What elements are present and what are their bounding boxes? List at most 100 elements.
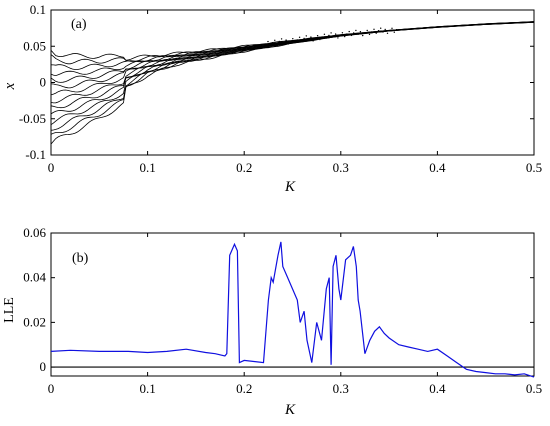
panel-a-point bbox=[316, 35, 319, 37]
panel-b-x-tick-label: 0.1 bbox=[139, 381, 155, 396]
panel-a-point bbox=[384, 28, 386, 31]
panel-a-point bbox=[280, 38, 283, 40]
panel-a-point bbox=[301, 40, 303, 42]
panel-a-point bbox=[348, 30, 350, 33]
panel-a: 0 0.1 0.2 0.3 0.4 0.5 -0.1 -0.05 0 0.05 0.1 (a) K… bbox=[2, 2, 542, 195]
panel-a-point bbox=[344, 35, 346, 38]
panel-a-x-tick-label: 0.3 bbox=[333, 160, 349, 175]
panel-a-point bbox=[292, 38, 294, 40]
panel-b-lle-series bbox=[50, 241, 535, 378]
panel-a-point bbox=[330, 32, 332, 34]
panel-a-point bbox=[337, 37, 339, 39]
panel-a-point bbox=[278, 40, 280, 43]
panel-a-point bbox=[310, 36, 312, 38]
panel-a-point bbox=[350, 34, 353, 37]
panel-a-point bbox=[368, 33, 371, 36]
panel-a-x-tick-label: 0.2 bbox=[236, 160, 252, 175]
panel-a-point bbox=[393, 31, 395, 33]
panel-b-y-ticks: 0 0.02 0.04 0.06 bbox=[23, 225, 534, 374]
panel-b-y-tick-label: 0.02 bbox=[23, 314, 46, 329]
panel-a-point bbox=[353, 32, 355, 34]
panel-a-point bbox=[285, 39, 287, 41]
panel-a-ylabel: x bbox=[2, 82, 18, 90]
panel-b-plot-area bbox=[50, 232, 535, 377]
panel-a-trajectory bbox=[50, 21, 535, 109]
panel-a-x-ticks: 0 0.1 0.2 0.3 0.4 0.5 bbox=[48, 10, 542, 175]
panel-a-point bbox=[325, 37, 328, 39]
panel-a-trajectory bbox=[50, 21, 535, 126]
panel-a-plot-area bbox=[50, 9, 535, 156]
panel-a-x-tick-label: 0.5 bbox=[526, 160, 542, 175]
panel-a-point bbox=[395, 29, 398, 31]
panel-a-trajectory bbox=[50, 21, 535, 61]
panel-a-point bbox=[341, 32, 344, 34]
panel-a-point bbox=[359, 31, 362, 33]
panel-a-y-ticks: -0.1 -0.05 0 0.05 0.1 bbox=[19, 2, 534, 162]
panel-a-point bbox=[328, 34, 330, 37]
panel-a-point bbox=[269, 44, 271, 47]
panel-a-point bbox=[303, 37, 305, 40]
panel-b-x-tick-label: 0 bbox=[48, 381, 55, 396]
panel-b-x-tick-label: 0.3 bbox=[333, 381, 349, 396]
panel-a-y-tick-label: 0.1 bbox=[30, 2, 46, 17]
panel-a-point bbox=[357, 33, 359, 35]
panel-a-point bbox=[391, 27, 393, 29]
panel-a-trajectory bbox=[50, 21, 535, 77]
panel-a-point bbox=[332, 36, 335, 38]
panel-b-y-tick-label: 0.04 bbox=[23, 270, 46, 285]
panel-b-x-tick-label: 0.5 bbox=[526, 381, 542, 396]
panel-a-point bbox=[305, 35, 307, 37]
panel-a-point bbox=[265, 43, 267, 45]
panel-a-point bbox=[377, 30, 380, 32]
panel-a-point bbox=[371, 31, 373, 33]
panel-a-y-tick-label: 0 bbox=[40, 75, 47, 90]
panel-b-xlabel: K bbox=[284, 402, 296, 418]
panel-a-point bbox=[355, 29, 357, 32]
panel-a-point bbox=[386, 32, 389, 34]
panel-b-x-ticks: 0 0.1 0.2 0.3 0.4 0.5 bbox=[48, 233, 542, 396]
panel-a-point bbox=[366, 29, 368, 32]
panel-a-trajectory bbox=[50, 21, 535, 70]
panel-a-x-tick-label: 0.4 bbox=[429, 160, 446, 175]
panel-a-point bbox=[382, 31, 384, 33]
panel-a-point bbox=[375, 32, 377, 34]
panel-a-point bbox=[294, 41, 296, 44]
panel-a-y-tick-label: -0.1 bbox=[25, 147, 46, 162]
panel-a-point bbox=[389, 30, 391, 32]
panel-a-point bbox=[362, 34, 364, 37]
panel-a-point bbox=[276, 43, 278, 45]
panel-b: 0 0.1 0.2 0.3 0.4 0.5 0 0.02 0.04 0.06 (b) K LLE bbox=[2, 225, 542, 418]
panel-a-x-tick-label: 0.1 bbox=[139, 160, 155, 175]
panel-a-y-tick-label: 0.05 bbox=[23, 38, 46, 53]
panel-a-point bbox=[339, 34, 341, 36]
panel-a-point bbox=[321, 36, 323, 38]
panel-a-point bbox=[267, 40, 269, 43]
panel-b-label: (b) bbox=[72, 251, 89, 266]
panel-a-point bbox=[287, 43, 289, 45]
panel-a-point bbox=[380, 27, 382, 29]
panel-a-point bbox=[373, 28, 375, 30]
panel-a-point bbox=[319, 38, 321, 41]
panel-a-point bbox=[346, 33, 348, 35]
panel-a-point bbox=[334, 33, 337, 35]
panel-a-point bbox=[289, 40, 292, 42]
panel-a-point bbox=[323, 33, 326, 35]
panel-b-x-tick-label: 0.4 bbox=[429, 381, 446, 396]
panel-b-y-tick-label: 0 bbox=[40, 359, 47, 374]
panel-a-point bbox=[298, 36, 301, 38]
panel-b-y-tick-label: 0.06 bbox=[23, 225, 46, 240]
panel-a-point bbox=[296, 39, 298, 41]
panel-a-label: (a) bbox=[71, 17, 87, 32]
panel-a-point bbox=[271, 42, 274, 44]
panel-a-y-tick-label: -0.05 bbox=[19, 111, 46, 126]
panel-a-trajectory bbox=[50, 21, 535, 83]
panel-b-ylabel: LLE bbox=[2, 297, 17, 323]
panel-a-point bbox=[312, 40, 314, 42]
panel-a-x-tick-label: 0 bbox=[48, 160, 55, 175]
panel-b-x-tick-label: 0.2 bbox=[236, 381, 252, 396]
panel-a-point bbox=[262, 46, 265, 48]
panel-a-point bbox=[364, 32, 366, 34]
panel-a-point bbox=[283, 42, 285, 44]
panel-a-trajectory bbox=[50, 21, 535, 104]
